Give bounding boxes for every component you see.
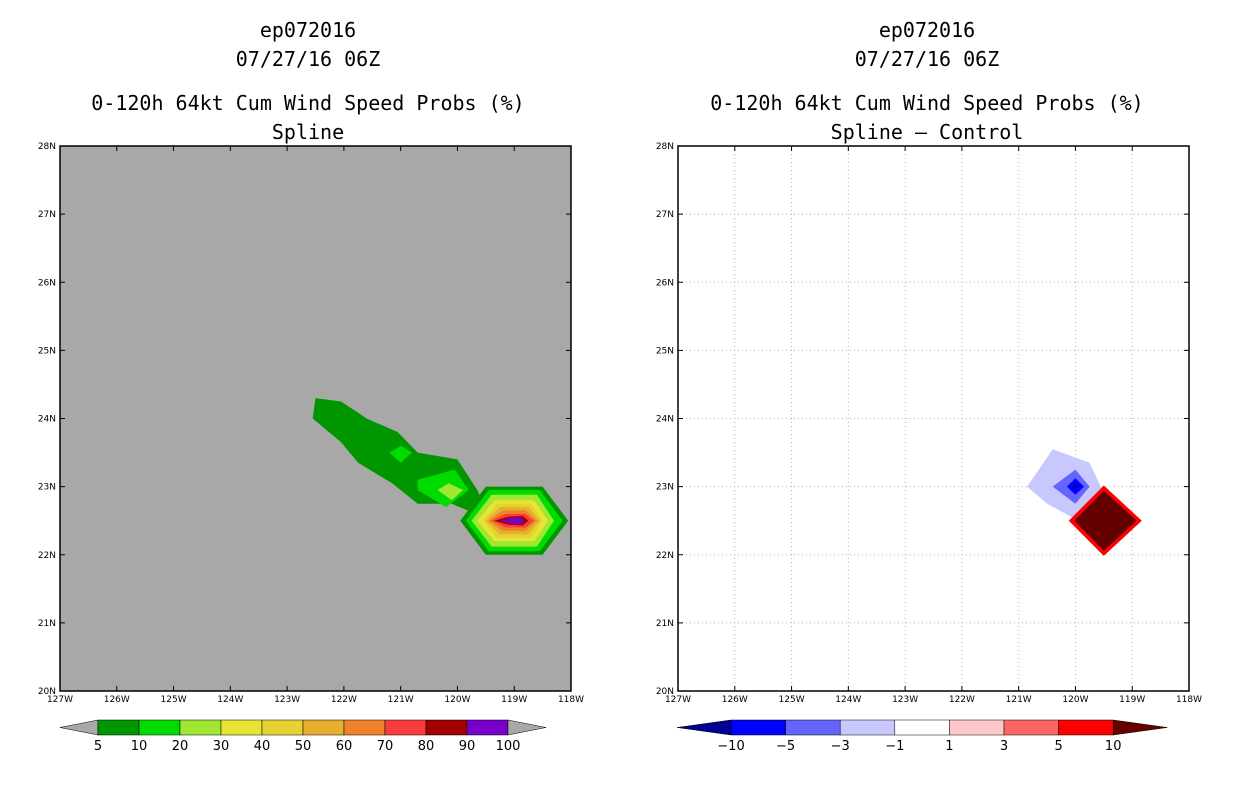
left-x-tick-label: 118W (558, 695, 584, 705)
right-x-tick-label: 122W (949, 695, 975, 705)
left-colorbar-label: 80 (418, 739, 435, 754)
left-storm-id: ep072016 (259, 18, 357, 42)
right-colorbar-swatch (949, 719, 1005, 736)
left-y-tick-label: 26N (38, 278, 56, 288)
right-x-tick-label: 121W (1006, 695, 1032, 705)
left-colorbar-arrow-high (507, 719, 547, 736)
left-colorbar-arrow-low (59, 719, 99, 736)
left-colorbar-label: 20 (172, 739, 189, 754)
right-colorbar-label: −5 (776, 739, 795, 754)
right-x-tick-label: 124W (835, 695, 861, 705)
left-contour-20 (437, 483, 464, 501)
right-colorbar-label: 10 (1105, 739, 1122, 754)
left-colorbar-swatch (302, 719, 345, 736)
left-x-tick-label: 121W (388, 695, 414, 705)
right-y-tick-label: 27N (656, 210, 674, 220)
right-colorbar-label: 3 (1000, 739, 1008, 754)
left-colorbar-label: 50 (295, 739, 312, 754)
right-contour-10 (1074, 490, 1137, 551)
right-subtitle: Spline – Control (830, 120, 1024, 144)
left-contour-10 (389, 445, 412, 463)
right-colorbar-swatch (839, 719, 896, 736)
left-colorbar-label: 60 (336, 739, 353, 754)
left-x-tick-label: 122W (331, 695, 357, 705)
right-y-tick-label: 20N (656, 687, 674, 697)
left-x-tick-label: 125W (161, 695, 187, 705)
left-colorbar-swatch (97, 719, 140, 736)
right-y-tick-label: 25N (656, 346, 674, 356)
right-contour-neg10 (1072, 483, 1079, 490)
right-y-tick-label: 28N (656, 142, 674, 152)
left-subtitle: Spline (271, 120, 345, 144)
left-colorbar-label: 70 (377, 739, 394, 754)
left-y-tick-label: 27N (38, 210, 56, 220)
right-colorbar-label: −10 (717, 739, 744, 754)
left-y-tick-label: 25N (38, 346, 56, 356)
left-colorbar-label: 30 (213, 739, 230, 754)
left-x-tick-label: 123W (274, 695, 300, 705)
left-x-tick-label: 120W (444, 695, 470, 705)
left-y-tick-label: 21N (38, 619, 56, 629)
left-colorbar-swatch (384, 719, 427, 736)
right-plot-area (678, 146, 1189, 691)
left-colorbar-swatch (343, 719, 386, 736)
right-y-tick-label: 22N (656, 551, 674, 561)
right-x-tick-label: 118W (1176, 695, 1202, 705)
right-y-tick-label: 24N (656, 415, 674, 425)
right-y-tick-label: 23N (656, 483, 674, 493)
left-x-tick-label: 126W (104, 695, 130, 705)
right-colorbar-swatch (785, 719, 841, 736)
right-colorbar-arrow-low (676, 719, 732, 736)
right-colorbar-swatch (1003, 719, 1059, 736)
left-colorbar-label: 40 (254, 739, 271, 754)
left-colorbar-label: 10 (131, 739, 148, 754)
right-x-tick-label: 127W (665, 695, 691, 705)
right-y-tick-label: 26N (656, 278, 674, 288)
right-x-tick-label: 125W (779, 695, 805, 705)
left-colorbar-swatch (220, 719, 263, 736)
left-colorbar-swatch (138, 719, 181, 736)
left-datetime: 07/27/16 06Z (235, 47, 381, 71)
left-x-tick-label: 119W (501, 695, 527, 705)
left-colorbar-swatch (466, 719, 509, 736)
right-colorbar-swatch (730, 719, 786, 736)
left-colorbar-swatch (179, 719, 222, 736)
left-colorbar-swatch (261, 719, 304, 736)
right-colorbar-label: 1 (945, 739, 953, 754)
left-title-block: ep072016 07/27/16 06Z 0-120h 64kt Cum Wi… (48, 16, 568, 147)
right-y-tick-label: 21N (656, 619, 674, 629)
left-colorbar-swatch (425, 719, 468, 736)
right-datetime: 07/27/16 06Z (854, 47, 1000, 71)
right-product: 0-120h 64kt Cum Wind Speed Probs (%) (710, 91, 1144, 115)
right-x-tick-label: 119W (1119, 695, 1145, 705)
left-y-tick-label: 23N (38, 483, 56, 493)
right-x-tick-label: 126W (722, 695, 748, 705)
right-colorbar-label: −1 (885, 739, 904, 754)
right-colorbar-swatch (894, 719, 950, 736)
right-x-tick-label: 123W (892, 695, 918, 705)
left-x-tick-label: 124W (217, 695, 243, 705)
left-y-tick-label: 28N (38, 142, 56, 152)
left-colorbar-label: 90 (459, 739, 476, 754)
right-storm-id: ep072016 (878, 18, 976, 42)
right-colorbar-arrow-high (1112, 719, 1168, 736)
left-product: 0-120h 64kt Cum Wind Speed Probs (%) (91, 91, 525, 115)
left-y-tick-label: 20N (38, 687, 56, 697)
left-contour-90 (500, 517, 525, 525)
right-colorbar-label: 5 (1054, 739, 1062, 754)
left-x-tick-label: 127W (47, 695, 73, 705)
right-title-block: ep072016 07/27/16 06Z 0-120h 64kt Cum Wi… (667, 16, 1187, 147)
right-contour-5-outline (1068, 485, 1142, 556)
right-colorbar-swatch (1058, 719, 1114, 736)
right-x-tick-label: 120W (1062, 695, 1088, 705)
left-y-tick-label: 24N (38, 415, 56, 425)
left-y-tick-label: 22N (38, 551, 56, 561)
right-colorbar-label: −3 (831, 739, 850, 754)
left-colorbar-label: 5 (94, 739, 102, 754)
left-colorbar-label: 100 (496, 739, 521, 754)
